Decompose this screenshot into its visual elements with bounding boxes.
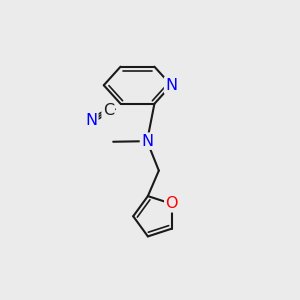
Text: C: C	[103, 103, 114, 118]
Text: N: N	[85, 113, 97, 128]
Text: N: N	[165, 78, 177, 93]
Text: O: O	[165, 196, 178, 211]
Text: N: N	[141, 134, 153, 149]
